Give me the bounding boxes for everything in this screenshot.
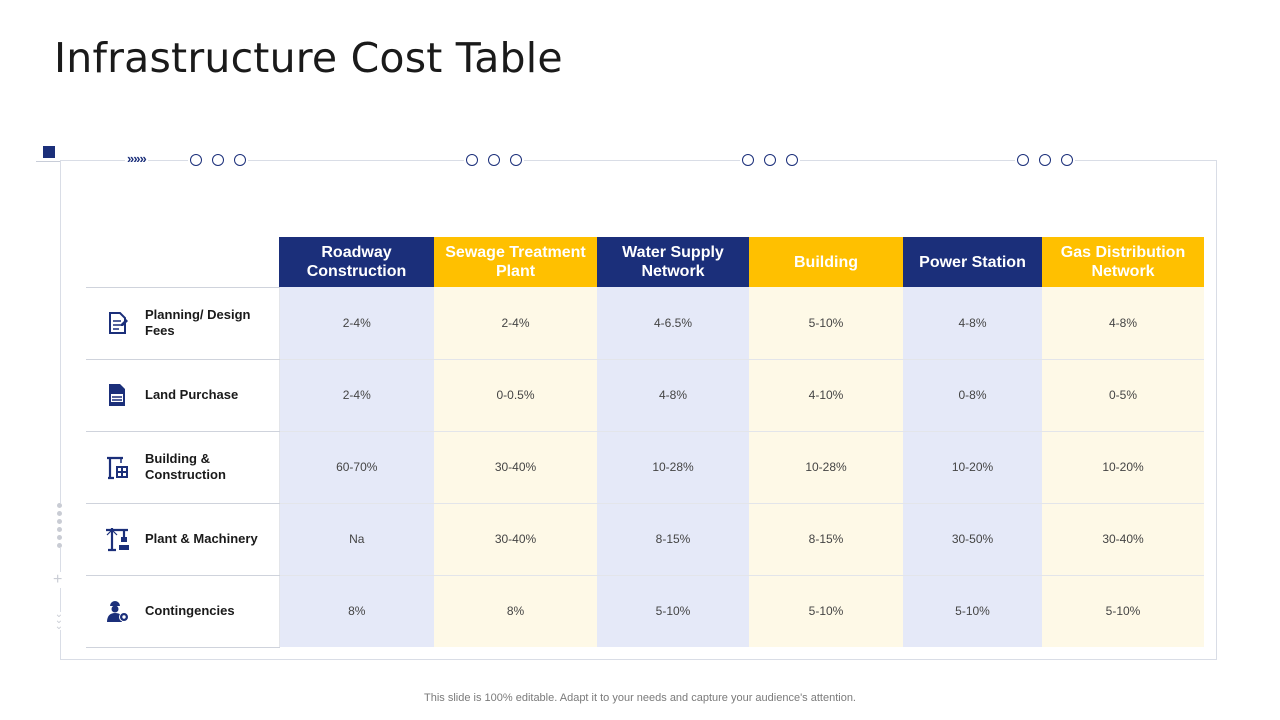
table-cell: 2-4% (279, 359, 434, 432)
file-icon (109, 384, 125, 406)
column-header: Power Station (903, 237, 1042, 287)
crane-building-icon (107, 456, 128, 480)
table-cell: 5-10% (597, 575, 749, 647)
column-header: Sewage Treatment Plant (434, 237, 597, 287)
slide-title: Infrastructure Cost Table (54, 34, 563, 82)
row-label-cell: Plant & Machinery (86, 503, 280, 576)
table-cell: 8% (279, 575, 434, 647)
column-header: Water Supply Network (597, 237, 749, 287)
table-cell: 8-15% (597, 503, 749, 576)
row-label-cell: Contingencies (86, 575, 280, 648)
table-cell: 5-10% (1042, 575, 1204, 647)
frame-divider (36, 161, 60, 162)
row-label: Plant & Machinery (145, 531, 258, 546)
table-cell: 10-20% (903, 431, 1042, 504)
cost-table: Roadway Construction Sewage Treatment Pl… (86, 237, 1204, 648)
table-cell: Na (279, 503, 434, 576)
row-label-cell: Building & Construction (86, 431, 280, 504)
table-row: Plant & Machinery Na 30-40% 8-15% 8-15% … (86, 503, 1204, 576)
table-row: Building & Construction 60-70% 30-40% 10… (86, 431, 1204, 504)
column-header: Roadway Construction (279, 237, 434, 287)
corner-square-decoration (43, 146, 55, 158)
plus-decoration: + (53, 571, 63, 588)
table-cell: 4-8% (903, 287, 1042, 360)
row-label-cell: Planning/ Design Fees (86, 287, 280, 360)
row-label: Planning/ Design Fees (145, 307, 251, 338)
document-icon (109, 312, 128, 334)
table-cell: 30-40% (434, 431, 597, 504)
table-cell: 2-4% (279, 287, 434, 360)
table-cell: 30-40% (1042, 503, 1204, 576)
table-cell: 10-28% (749, 431, 903, 504)
header-corner (86, 237, 279, 288)
table-cell: 5-10% (749, 287, 903, 360)
row-label: Contingencies (145, 603, 235, 618)
table-cell: 5-10% (903, 575, 1042, 647)
table-cell: 5-10% (749, 575, 903, 647)
table-cell: 10-20% (1042, 431, 1204, 504)
table-row: Land Purchase 2-4% 0-0.5% 4-8% 4-10% 0-8… (86, 359, 1204, 432)
row-label-cell: Land Purchase (86, 359, 280, 432)
table-cell: 4-10% (749, 359, 903, 432)
table-header-row: Roadway Construction Sewage Treatment Pl… (86, 237, 1204, 288)
worker-gear-icon (107, 601, 129, 622)
dots-decoration (188, 154, 248, 166)
table-cell: 10-28% (597, 431, 749, 504)
table-cell: 30-50% (903, 503, 1042, 576)
table-row: Planning/ Design Fees 2-4% 2-4% 4-6.5% 5… (86, 287, 1204, 360)
table-cell: 4-8% (1042, 287, 1204, 360)
chevrons-down-decoration: ⌄ ⌄ ⌄ (53, 609, 65, 632)
table-cell: 8% (434, 575, 597, 647)
content-frame (60, 160, 1217, 660)
crane-icon (106, 528, 129, 552)
row-label: Land Purchase (145, 387, 239, 402)
table-cell: 0-0.5% (434, 359, 597, 432)
table-cell: 4-6.5% (597, 287, 749, 360)
chevrons-decoration: »»» (125, 151, 148, 166)
side-dots-decoration (57, 503, 62, 548)
table-cell: 8-15% (749, 503, 903, 576)
table-cell: 60-70% (279, 431, 434, 504)
footer-note: This slide is 100% editable. Adapt it to… (424, 692, 856, 704)
column-header: Building (749, 237, 903, 287)
table-row: Contingencies 8% 8% 5-10% 5-10% 5-10% 5-… (86, 575, 1204, 648)
table-cell: 30-40% (434, 503, 597, 576)
row-label: Building & Construction (145, 451, 226, 482)
dots-decoration (740, 154, 800, 166)
column-header: Gas Distribution Network (1042, 237, 1204, 287)
table-cell: 4-8% (597, 359, 749, 432)
table-cell: 2-4% (434, 287, 597, 360)
table-cell: 0-8% (903, 359, 1042, 432)
dots-decoration (464, 154, 524, 166)
dots-decoration (1015, 154, 1075, 166)
table-cell: 0-5% (1042, 359, 1204, 432)
